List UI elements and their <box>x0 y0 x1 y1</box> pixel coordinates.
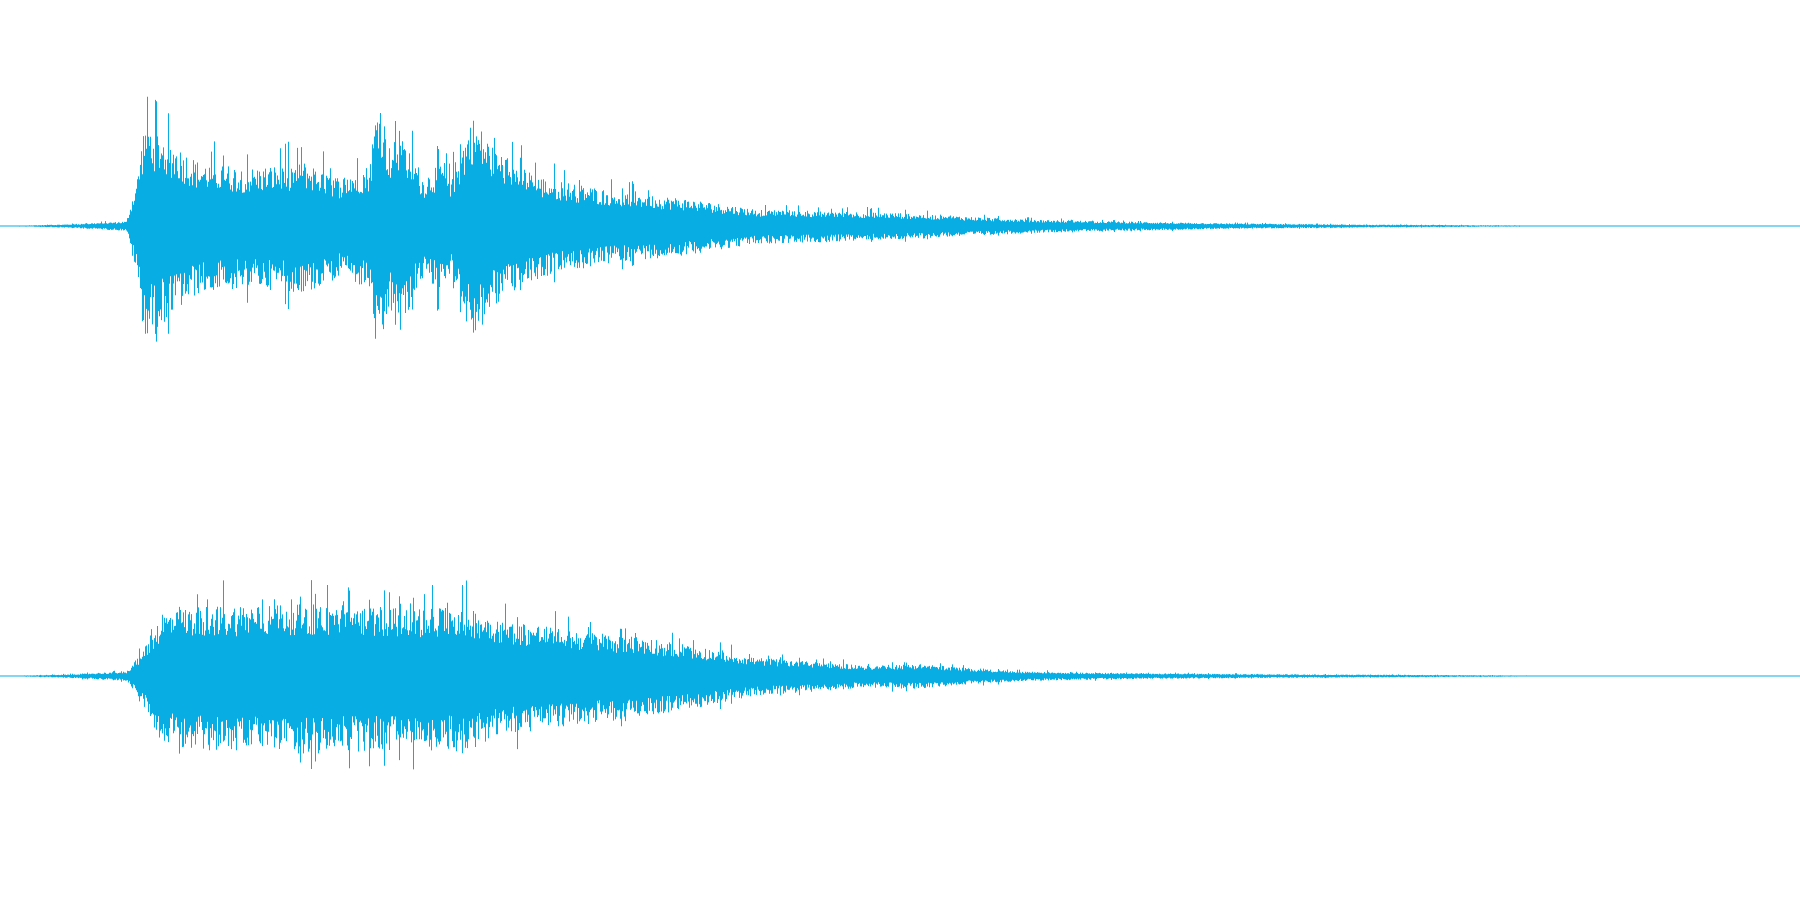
waveform-samples <box>2 96 1577 342</box>
waveform-channel-top <box>0 96 1800 342</box>
waveform-samples <box>3 580 1578 770</box>
waveform-channel-bottom <box>0 580 1800 770</box>
